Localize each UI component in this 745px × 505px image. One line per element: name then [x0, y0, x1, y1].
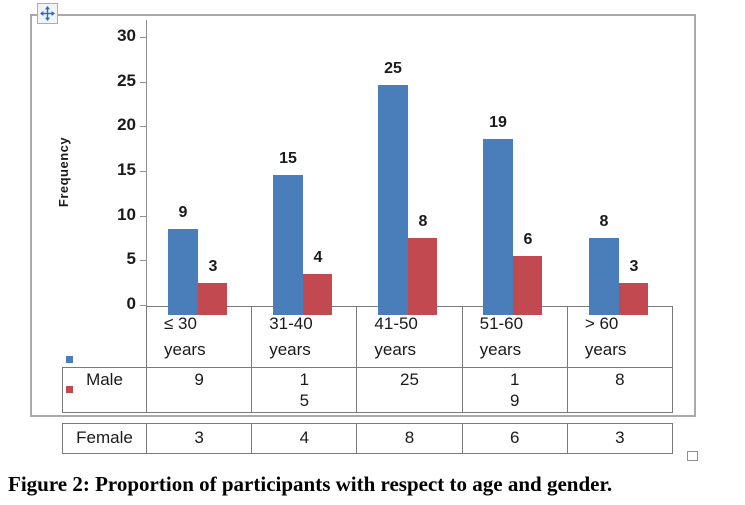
category-cell-2: 31-40 years: [251, 307, 356, 367]
bar-male-3[interactable]: [378, 85, 408, 315]
value-cell-male-5: 8: [566, 368, 672, 412]
value-cell-female-2: 4: [251, 424, 356, 453]
figure-caption: Figure 2: Proportion of participants wit…: [8, 472, 613, 496]
value-cell-male-4: 1 9: [461, 368, 567, 412]
category-cell-5: > 60 years: [566, 307, 672, 367]
bar-female-2[interactable]: [303, 274, 332, 315]
value-cell-male-1: 9: [146, 368, 251, 412]
y-axis-title: Frequency: [56, 136, 71, 208]
value-cell-male-3: 25: [356, 368, 461, 412]
bar-female-4[interactable]: [513, 256, 542, 315]
y-axis-line: [146, 20, 147, 307]
bar-male-5[interactable]: [589, 238, 619, 315]
value-cell-female-5: 3: [566, 424, 672, 453]
move-handle-button[interactable]: [37, 3, 58, 24]
bar-male-4[interactable]: [483, 139, 513, 315]
bar-male-2[interactable]: [273, 175, 303, 315]
category-header-row: ≤ 30 years 31-40 years 41-50 years 51-60 ye…: [146, 306, 673, 367]
value-cell-female-1: 3: [146, 424, 251, 453]
category-cell-4: 51-60 years: [461, 307, 567, 367]
chart-border: [30, 14, 696, 417]
row-label-female: Female: [76, 428, 133, 447]
table-resize-handle-icon[interactable]: [687, 451, 698, 461]
bar-female-5[interactable]: [619, 283, 648, 315]
bar-female-3[interactable]: [408, 238, 437, 315]
bar-female-1[interactable]: [198, 283, 227, 315]
category-cell-3: 41-50 years: [356, 307, 461, 367]
category-cell-1: ≤ 30 years: [146, 307, 251, 367]
legend-key-female: [66, 386, 73, 393]
bar-male-1[interactable]: [168, 229, 198, 315]
legend-key-male: [66, 356, 73, 363]
value-cell-female-4: 6: [461, 424, 567, 453]
move-icon: [40, 6, 55, 21]
value-cell-female-3: 8: [356, 424, 461, 453]
row-label-male: Male: [86, 370, 123, 389]
value-cell-male-2: 1 5: [251, 368, 356, 412]
table-row-female: Female 3 4 8 6 3: [62, 423, 673, 454]
